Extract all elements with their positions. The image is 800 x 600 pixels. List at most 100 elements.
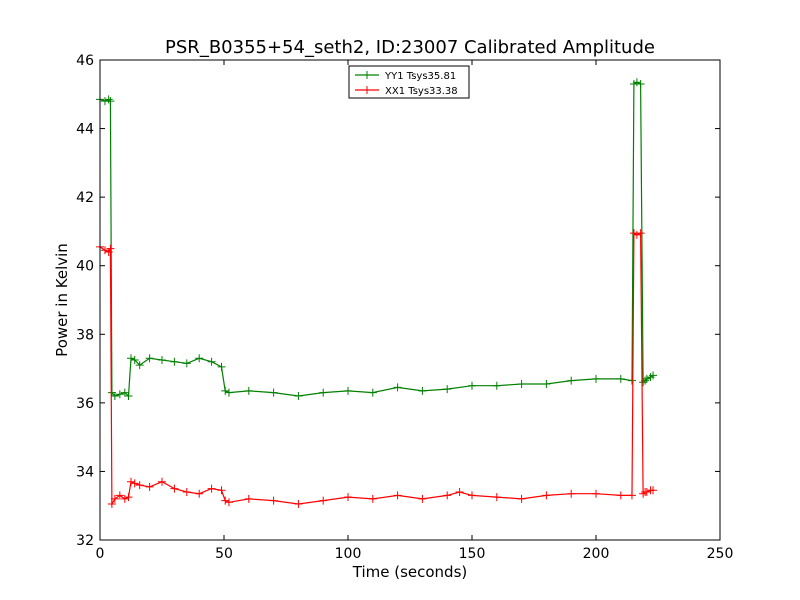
y-tick-label: 34 (76, 464, 94, 480)
legend-label: YY1 Tsys35.81 (384, 71, 456, 82)
legend-marker (363, 86, 371, 94)
data-point (207, 357, 216, 366)
data-point (567, 489, 576, 498)
data-point (130, 356, 139, 364)
x-tick-label: 100 (335, 546, 362, 562)
data-point (107, 500, 116, 508)
data-point (455, 488, 464, 496)
data-point (110, 494, 119, 503)
data-point (468, 491, 476, 500)
chart-title: PSR_B0355+54_seth2, ID:23007 Calibrated … (165, 37, 655, 58)
y-axis-label: Power in Kelvin (53, 243, 71, 357)
data-point (217, 362, 226, 371)
legend-marker (363, 71, 371, 79)
data-point (224, 498, 233, 507)
data-point (244, 494, 253, 503)
data-point (115, 390, 124, 399)
data-point (418, 494, 427, 503)
x-tick-label: 250 (707, 546, 734, 562)
data-point (106, 244, 115, 253)
data-point (182, 359, 191, 368)
data-point (517, 494, 526, 503)
x-tick-label: 200 (583, 546, 610, 562)
x-tick-label: 150 (459, 546, 486, 562)
legend: YY1 Tsys35.81 XX1 Tsys33.38 (348, 65, 470, 99)
data-point (120, 388, 129, 397)
data-point (221, 386, 230, 395)
data-point (649, 486, 658, 495)
y-tick-label: 36 (76, 396, 94, 412)
data-point (110, 392, 119, 400)
data-point (224, 388, 233, 397)
data-point (135, 481, 144, 490)
data-point (195, 354, 204, 363)
data-point (145, 482, 154, 491)
x-axis-label: Time (seconds) (352, 563, 468, 581)
data-point (130, 479, 139, 488)
data-point (135, 361, 144, 370)
data-point (269, 388, 278, 397)
data-point (158, 356, 166, 364)
data-point (115, 491, 124, 500)
data-point (542, 491, 551, 500)
data-point (642, 488, 651, 496)
axes-frame (99, 59, 721, 541)
data-point (517, 380, 526, 388)
data-point (221, 496, 230, 505)
data-point (468, 381, 476, 390)
data-point (627, 376, 636, 385)
y-tick-label: 38 (76, 327, 94, 343)
data-point (124, 392, 133, 400)
data-point (492, 381, 501, 390)
plot-area (100, 60, 720, 540)
data-point (592, 489, 600, 498)
data-point (344, 386, 352, 395)
data-point (104, 248, 113, 256)
data-point (636, 229, 645, 238)
data-point (368, 494, 377, 503)
data-point (649, 371, 658, 380)
data-point (294, 500, 303, 508)
data-point (170, 357, 179, 366)
data-point (616, 374, 625, 383)
data-point (639, 489, 648, 498)
data-point (294, 392, 303, 400)
series-layer (96, 78, 658, 508)
data-point (592, 374, 600, 383)
y-tick-label: 40 (76, 259, 94, 275)
data-point (319, 496, 328, 505)
x-tick-label: 0 (96, 546, 105, 562)
data-point (319, 388, 328, 397)
data-point (124, 493, 133, 502)
data-point (195, 489, 204, 498)
data-point (616, 491, 625, 500)
data-point (127, 477, 135, 486)
data-point (632, 78, 641, 87)
data-point (104, 95, 113, 104)
y-tick-label: 32 (76, 533, 94, 549)
data-point (443, 491, 452, 500)
data-point (106, 97, 115, 106)
data-point (170, 484, 179, 493)
data-point (182, 488, 191, 496)
data-point (344, 493, 352, 502)
data-point (244, 386, 253, 395)
data-point (443, 385, 452, 394)
data-point (100, 246, 109, 255)
data-point (207, 484, 216, 493)
data-point (368, 388, 377, 397)
ticks-layer: 0 50 100 150 200 250 32 34 36 38 40 42 44 46 (76, 53, 733, 562)
data-point (642, 374, 651, 383)
data-point (127, 354, 135, 363)
series-line (99, 81, 654, 398)
legend-box (348, 65, 470, 99)
data-point (542, 380, 551, 388)
data-point (145, 354, 154, 363)
data-point (636, 80, 645, 88)
data-point (393, 491, 402, 500)
data-point (632, 230, 641, 239)
data-point (567, 376, 576, 385)
data-point (269, 496, 278, 505)
data-point (120, 494, 129, 503)
